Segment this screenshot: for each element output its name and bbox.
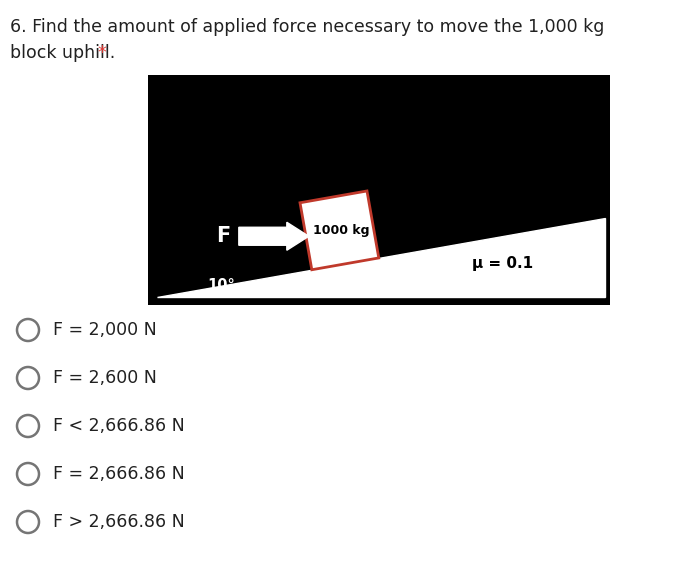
Text: F = 2,000 N: F = 2,000 N [53,321,157,339]
Text: F: F [216,226,231,246]
Text: F = 2,666.86 N: F = 2,666.86 N [53,465,185,483]
Text: 10°: 10° [207,278,235,293]
Text: F < 2,666.86 N: F < 2,666.86 N [53,417,185,435]
Text: F > 2,666.86 N: F > 2,666.86 N [53,513,185,531]
Text: block uphill.: block uphill. [10,44,121,62]
Text: μ = 0.1: μ = 0.1 [472,256,533,271]
Text: F = 2,600 N: F = 2,600 N [53,369,157,387]
Text: *: * [97,44,106,62]
Bar [148,75,610,305]
Text: 6. Find the amount of applied force necessary to move the 1,000 kg: 6. Find the amount of applied force nece… [10,18,605,36]
Polygon shape [157,218,605,297]
Polygon shape [300,191,379,269]
FancyArrow shape [239,222,309,250]
Text: 1000 kg: 1000 kg [313,224,370,237]
